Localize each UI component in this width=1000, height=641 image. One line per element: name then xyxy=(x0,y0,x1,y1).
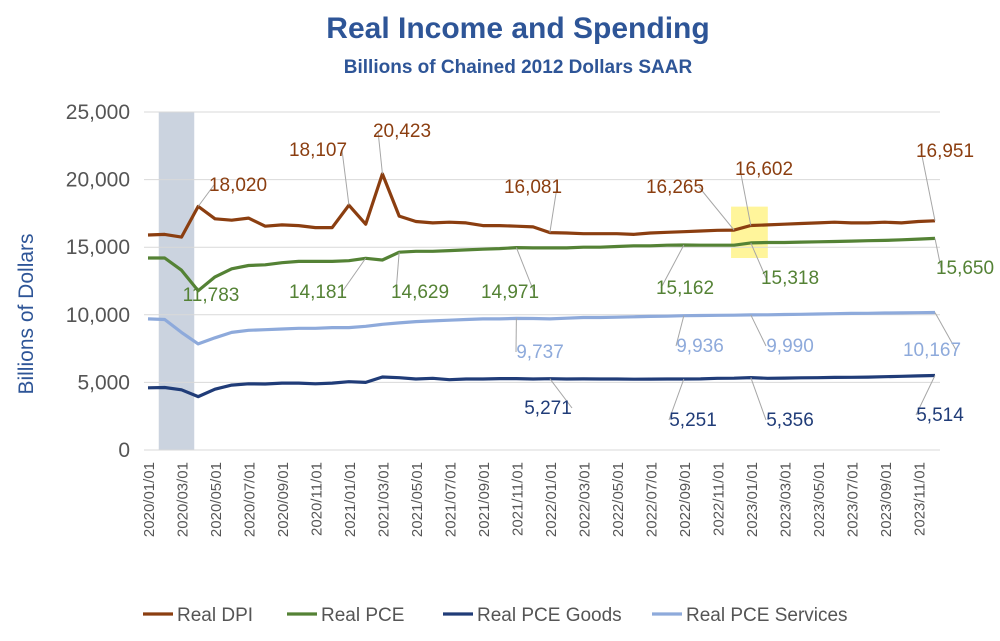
x-tick-label: 2022/03/01 xyxy=(576,462,593,537)
x-tick-label: 2022/11/01 xyxy=(710,462,727,536)
legend-label: Real PCE Services xyxy=(686,605,848,626)
leader-line xyxy=(698,186,735,231)
data-label: 16,602 xyxy=(735,159,793,180)
data-label: 9,990 xyxy=(766,336,814,357)
x-tick-label: 2022/09/01 xyxy=(677,462,694,537)
chart-subtitle: Billions of Chained 2012 Dollars SAAR xyxy=(344,57,693,78)
x-tick-label: 2021/03/01 xyxy=(375,462,392,537)
data-label: 10,167 xyxy=(903,340,961,361)
data-label: 14,181 xyxy=(289,282,347,303)
y-tick-label: 5,000 xyxy=(77,371,130,394)
legend-label: Real PCE xyxy=(321,605,404,626)
y-tick-label: 25,000 xyxy=(66,101,130,124)
x-tick-label: 2023/11/01 xyxy=(911,462,928,536)
series-line-dpi xyxy=(147,172,936,239)
y-tick-label: 10,000 xyxy=(66,304,130,327)
data-label: 16,951 xyxy=(916,141,974,162)
legend-item-pce: Real PCE xyxy=(287,605,404,626)
series-line-pce xyxy=(148,236,936,293)
data-label: 9,737 xyxy=(516,342,564,363)
x-tick-label: 2021/09/01 xyxy=(476,462,493,537)
legend-item-dpi: Real DPI xyxy=(143,605,253,626)
leader-line xyxy=(341,149,350,206)
data-label: 14,971 xyxy=(481,282,539,303)
leader-line xyxy=(915,375,936,416)
highlight-shade xyxy=(731,206,768,259)
leader-line xyxy=(660,244,685,289)
data-label: 20,423 xyxy=(373,121,431,142)
chart-title: Real Income and Spending xyxy=(326,12,709,45)
y-axis-label: Billions of Dollars xyxy=(15,233,38,394)
y-tick-label: 15,000 xyxy=(66,236,130,259)
legend-label: Real PCE Goods xyxy=(477,605,622,626)
leader-line xyxy=(934,238,942,269)
x-tick-label: 2021/11/01 xyxy=(509,462,526,536)
data-label: 5,356 xyxy=(766,410,814,431)
x-tick-label: 2020/11/01 xyxy=(308,462,325,536)
leader-line xyxy=(549,186,558,233)
x-tick-label: 2020/03/01 xyxy=(174,462,191,537)
leader-line xyxy=(675,315,685,347)
x-tick-label: 2023/07/01 xyxy=(844,462,861,537)
x-tick-label: 2023/01/01 xyxy=(744,462,761,537)
data-label: 5,251 xyxy=(669,410,717,431)
x-tick-label: 2023/09/01 xyxy=(878,462,895,537)
data-label: 15,162 xyxy=(656,278,714,299)
series-line-goods xyxy=(147,373,936,399)
leader-line xyxy=(750,242,767,279)
data-label: 16,081 xyxy=(504,177,562,198)
data-label: 9,936 xyxy=(676,336,724,357)
leader-line xyxy=(377,130,383,174)
data-label: 11,783 xyxy=(183,285,240,306)
leader-line xyxy=(341,257,367,293)
leader-line xyxy=(668,378,685,421)
x-tick-label: 2021/01/01 xyxy=(342,462,359,537)
data-label: 14,629 xyxy=(391,282,449,303)
leader-line xyxy=(515,247,535,293)
leader-line xyxy=(934,312,957,351)
series-line-services xyxy=(147,310,936,346)
x-tick-label: 2023/03/01 xyxy=(777,462,794,537)
x-tick-label: 2023/05/01 xyxy=(811,462,828,537)
leader-line xyxy=(197,184,215,207)
leader-line xyxy=(750,314,767,347)
y-tick-label: 0 xyxy=(118,439,130,462)
legend-item-goods: Real PCE Goods xyxy=(443,605,622,626)
x-tick-label: 2020/07/01 xyxy=(241,462,258,537)
leader-line xyxy=(395,252,400,293)
data-label: 5,271 xyxy=(524,398,572,419)
leader-line xyxy=(750,377,767,421)
x-tick-label: 2021/05/01 xyxy=(409,462,426,537)
y-tick-label: 20,000 xyxy=(66,169,130,192)
legend-label: Real DPI xyxy=(177,605,253,626)
leader-line xyxy=(920,150,936,221)
data-label: 18,107 xyxy=(289,140,347,161)
data-label: 18,020 xyxy=(209,175,267,196)
x-tick-label: 2020/09/01 xyxy=(275,462,292,537)
legend-item-services: Real PCE Services xyxy=(652,605,848,626)
x-tick-label: 2020/01/01 xyxy=(141,462,158,537)
x-tick-label: 2022/05/01 xyxy=(610,462,627,537)
x-tick-label: 2022/01/01 xyxy=(543,462,560,537)
data-label: 5,514 xyxy=(916,405,964,426)
x-tick-label: 2021/07/01 xyxy=(442,462,459,537)
data-label: 15,318 xyxy=(761,268,819,289)
data-label: 16,265 xyxy=(646,177,704,198)
x-tick-label: 2022/07/01 xyxy=(643,462,660,537)
data-label: 15,650 xyxy=(936,258,994,279)
leader-line xyxy=(549,378,573,409)
x-tick-label: 2020/05/01 xyxy=(208,462,225,537)
leader-line xyxy=(739,168,752,226)
